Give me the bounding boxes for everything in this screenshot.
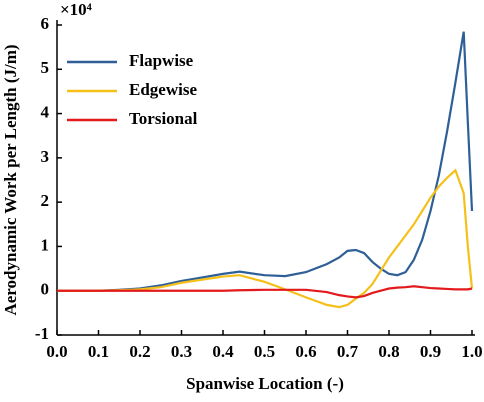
x-tick-label: 0.5: [254, 342, 275, 361]
x-tick-label: 0.1: [88, 342, 109, 361]
x-tick-label: 0.8: [378, 342, 399, 361]
legend-label: Flapwise: [129, 51, 194, 70]
series-line: [57, 31, 474, 292]
y-tick-label: 4: [41, 102, 50, 121]
x-tick-label: 0.2: [129, 342, 150, 361]
x-axis-label: Spanwise Location (-): [186, 374, 344, 393]
x-tick-label: 0.9: [420, 342, 441, 361]
x-tick-label: 0.7: [337, 342, 359, 361]
x-tick-label: 0.0: [46, 342, 67, 361]
legend-label: Edgewise: [129, 80, 197, 99]
series-line: [57, 285, 473, 299]
legend-label: Torsional: [129, 109, 198, 128]
y-tick-label: -1: [35, 324, 49, 343]
y-tick-label: 1: [41, 235, 50, 254]
y-axis-label: Aerodynamic Work per Length (J/m): [1, 44, 20, 315]
multiplier: ×10⁴: [60, 0, 92, 19]
series-line: [57, 168, 474, 309]
y-tick-label: 6: [41, 14, 50, 33]
y-tick-label: 3: [41, 147, 50, 166]
x-tick-label: 0.3: [171, 342, 192, 361]
y-tick-label: 0: [41, 280, 50, 299]
x-tick-label: 1.0: [461, 342, 482, 361]
y-tick-label: 5: [41, 58, 50, 77]
y-tick-label: 2: [41, 191, 50, 210]
x-tick-label: 0.4: [212, 342, 234, 361]
x-tick-label: 0.6: [295, 342, 316, 361]
